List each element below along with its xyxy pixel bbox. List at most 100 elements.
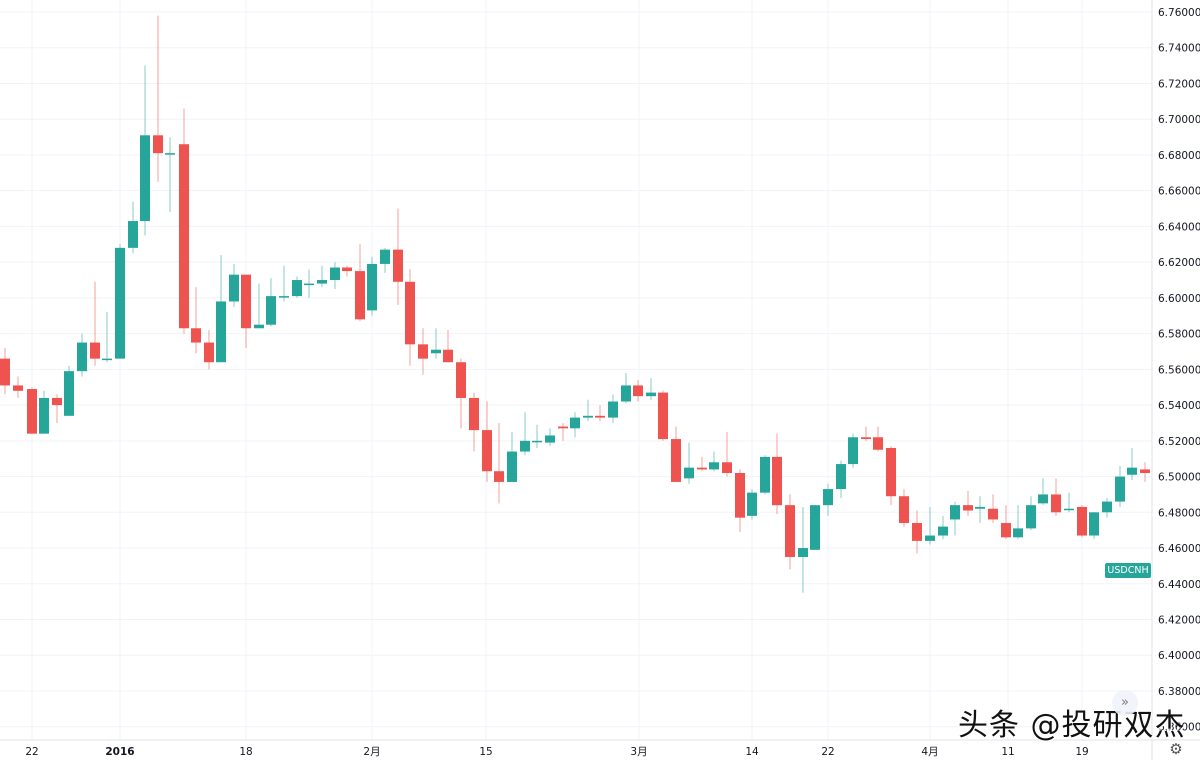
price-tick-label: 6.52000 — [1158, 436, 1200, 448]
candle — [179, 108, 189, 334]
candle — [975, 496, 985, 524]
candle — [646, 378, 656, 400]
price-tick-label: 6.58000 — [1158, 329, 1200, 341]
settings-button[interactable]: ⚙ — [1166, 740, 1186, 758]
time-tick-label: 14 — [745, 746, 759, 758]
candle — [912, 510, 922, 554]
candle — [760, 455, 770, 495]
candle — [671, 426, 681, 482]
candle — [747, 489, 757, 520]
price-tick-label: 6.40000 — [1158, 650, 1200, 662]
candle — [204, 330, 214, 370]
candle — [583, 399, 593, 422]
candle — [697, 456, 707, 472]
candle — [1064, 492, 1074, 513]
candle — [482, 401, 492, 482]
price-tick-label: 6.50000 — [1158, 472, 1200, 484]
candle — [405, 269, 415, 366]
price-tick-label: 6.64000 — [1158, 221, 1200, 233]
candle — [963, 490, 973, 516]
candle — [772, 433, 782, 515]
time-tick-label: 22 — [25, 746, 38, 758]
candle — [342, 265, 352, 277]
candle — [355, 244, 365, 322]
price-tick-label: 6.72000 — [1158, 78, 1200, 90]
candle — [925, 506, 935, 545]
candle — [456, 358, 466, 429]
candle — [128, 201, 138, 254]
candle — [684, 442, 694, 484]
candle — [140, 65, 150, 236]
candle — [1026, 496, 1036, 531]
price-tick-label: 6.46000 — [1158, 543, 1200, 555]
candle — [469, 392, 479, 452]
candle — [558, 422, 568, 441]
candle — [595, 405, 605, 422]
candle — [848, 433, 858, 468]
candle — [873, 426, 883, 452]
time-tick-label: 22 — [821, 746, 834, 758]
candle — [545, 428, 555, 447]
candle — [899, 489, 909, 527]
time-tick-label: 4月 — [921, 746, 938, 758]
price-axis[interactable]: 6.76000 6.74000 6.72000 6.70000 6.68000 6.660… — [1158, 7, 1200, 734]
price-tick-label: 6.38000 — [1158, 686, 1200, 698]
price-tick-label: 6.60000 — [1158, 293, 1200, 305]
candle — [861, 426, 871, 441]
double-chevron-right-icon: » — [1121, 695, 1129, 710]
candle — [722, 431, 732, 477]
candle — [266, 278, 276, 327]
candle — [330, 262, 340, 289]
candle — [443, 330, 453, 363]
candle — [658, 390, 668, 441]
candle — [380, 247, 390, 273]
candle — [13, 376, 23, 398]
candle — [292, 276, 302, 298]
candle — [836, 460, 846, 499]
candle — [191, 287, 201, 354]
time-tick-label: 11 — [1001, 746, 1014, 758]
candle — [153, 15, 163, 182]
candle — [27, 387, 37, 434]
candle — [785, 494, 795, 570]
candle — [886, 446, 896, 506]
candle — [0, 347, 10, 395]
price-tick-label: 6.36000 — [1158, 722, 1200, 734]
price-tick-label: 6.62000 — [1158, 257, 1200, 269]
candle — [102, 312, 112, 363]
candle — [507, 431, 517, 482]
candle — [216, 255, 226, 363]
symbol-price-tag: USDCNH — [1105, 563, 1151, 578]
price-tick-label: 6.48000 — [1158, 507, 1200, 519]
candle — [532, 424, 542, 448]
time-axis[interactable]: 22 2016 18 2月 15 3月 14 22 4月 11 19 — [25, 746, 1088, 758]
candle — [115, 244, 125, 359]
candle — [39, 390, 49, 434]
candle — [1001, 505, 1011, 540]
candle — [1051, 478, 1061, 516]
candle — [633, 380, 643, 402]
price-tick-label: 6.76000 — [1158, 7, 1200, 19]
time-tick-label: 2016 — [105, 746, 134, 758]
candle — [570, 412, 580, 438]
candle — [950, 501, 960, 536]
candle — [1038, 478, 1048, 506]
grid — [0, 0, 1152, 740]
candle — [1127, 447, 1137, 481]
candle — [1013, 505, 1023, 540]
scroll-to-realtime-button[interactable]: » — [1112, 690, 1138, 716]
gear-icon: ⚙ — [1169, 740, 1183, 758]
watermark-text: 头条 @投研双杰 — [958, 708, 1186, 743]
candle — [241, 274, 251, 348]
candle — [938, 515, 948, 540]
candle — [418, 328, 428, 375]
candle — [304, 269, 314, 298]
price-tick-label: 6.54000 — [1158, 400, 1200, 412]
time-tick-label: 19 — [1075, 746, 1088, 758]
candle — [810, 505, 820, 550]
time-tick-label: 15 — [479, 746, 492, 758]
candle — [1115, 465, 1125, 507]
time-tick-label: 18 — [239, 746, 252, 758]
candle — [709, 451, 719, 472]
